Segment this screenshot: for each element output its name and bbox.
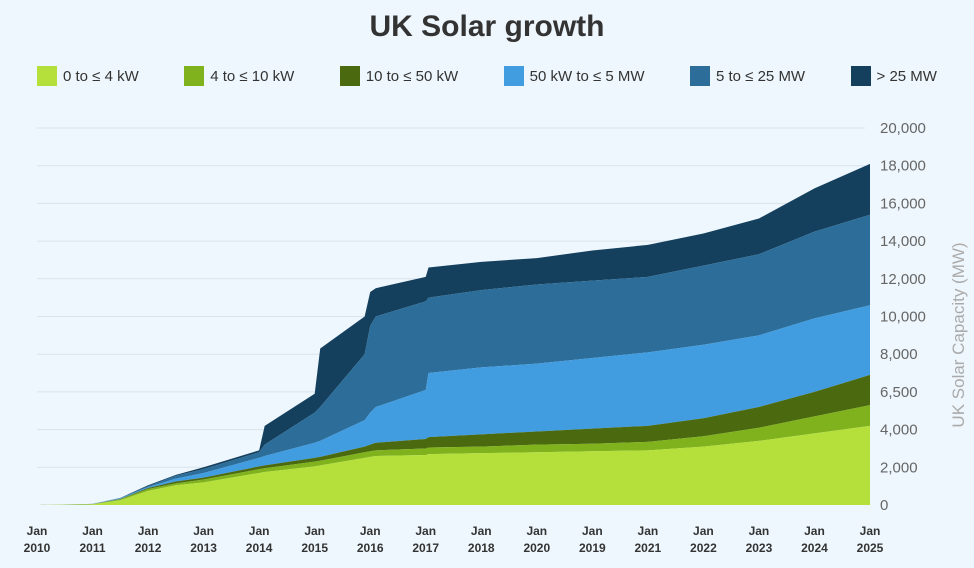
legend-item[interactable]: > 25 MW — [850, 66, 937, 86]
legend-label: 50 kW to ≤ 5 MW — [529, 67, 645, 85]
x-tick-label: Jan 2017 — [412, 524, 439, 555]
legend-item[interactable]: 5 to ≤ 25 MW — [690, 66, 805, 86]
y-tick-label: 4,000 — [880, 422, 918, 439]
chart-title: UK Solar growth — [369, 10, 605, 43]
y-tick-label: 20,000 — [880, 120, 926, 137]
x-tick-label: Jan 2022 — [690, 524, 717, 555]
y-tick-label: 8,000 — [880, 346, 918, 363]
legend-label: 4 to ≤ 10 kW — [210, 67, 295, 85]
x-tick-label: Jan 2024 — [801, 524, 828, 555]
y-tick-label: 2,000 — [880, 459, 918, 476]
x-tick-label: Jan 2025 — [857, 524, 884, 555]
area-series-0 — [37, 425, 870, 505]
legend-item[interactable]: 0 to ≤ 4 kW — [37, 66, 139, 86]
x-tick-label: Jan 2023 — [746, 524, 773, 555]
legend-label: > 25 MW — [876, 67, 937, 85]
area-series-2 — [37, 374, 870, 505]
x-tick-label: Jan 2021 — [635, 524, 662, 555]
legend-swatch — [184, 66, 205, 86]
x-tick-label: Jan 2020 — [523, 524, 550, 555]
x-tick-label: Jan 2013 — [190, 524, 217, 555]
x-tick-label: Jan 2010 — [24, 524, 51, 555]
x-tick-label: Jan 2012 — [135, 524, 162, 555]
y-tick-label: 10,000 — [880, 309, 926, 326]
legend: 0 to ≤ 4 kW 4 to ≤ 10 kW 10 to ≤ 50 kW 50 k… — [37, 66, 937, 86]
legend-swatch — [690, 66, 710, 86]
x-tick-label: Jan 2011 — [80, 524, 106, 555]
y-tick-label: 0 — [880, 497, 888, 514]
x-tick-label: Jan 2014 — [246, 524, 273, 555]
y-tick-label: 18,000 — [880, 158, 926, 175]
legend-label: 5 to ≤ 25 MW — [716, 67, 806, 85]
area-series-5 — [37, 163, 870, 505]
legend-swatch — [503, 66, 524, 86]
legend-label: 0 to ≤ 4 kW — [63, 67, 139, 85]
x-tick-label: Jan 2016 — [357, 524, 384, 555]
legend-swatch — [37, 66, 57, 86]
legend-swatch — [339, 66, 360, 86]
y-tick-label: 16,000 — [880, 195, 926, 212]
x-tick-label: Jan 2015 — [301, 524, 328, 555]
legend-swatch — [850, 66, 871, 86]
area-series-3 — [37, 305, 870, 505]
legend-item[interactable]: 50 kW to ≤ 5 MW — [503, 66, 645, 86]
y-tick-label: 12,000 — [880, 271, 926, 288]
legend-label: 10 to ≤ 50 kW — [365, 67, 459, 85]
y-tick-label: 6,500 — [880, 384, 918, 401]
y-tick-label: 14,000 — [880, 233, 926, 250]
x-tick-label: Jan 2018 — [468, 524, 495, 555]
x-tick-label: Jan 2019 — [579, 524, 606, 555]
legend-item[interactable]: 4 to ≤ 10 kW — [184, 66, 294, 86]
legend-item[interactable]: 10 to ≤ 50 kW — [339, 66, 459, 86]
y-axis-label: UK Solar Capacity (MW) — [949, 242, 968, 427]
area-series-4 — [37, 214, 870, 505]
